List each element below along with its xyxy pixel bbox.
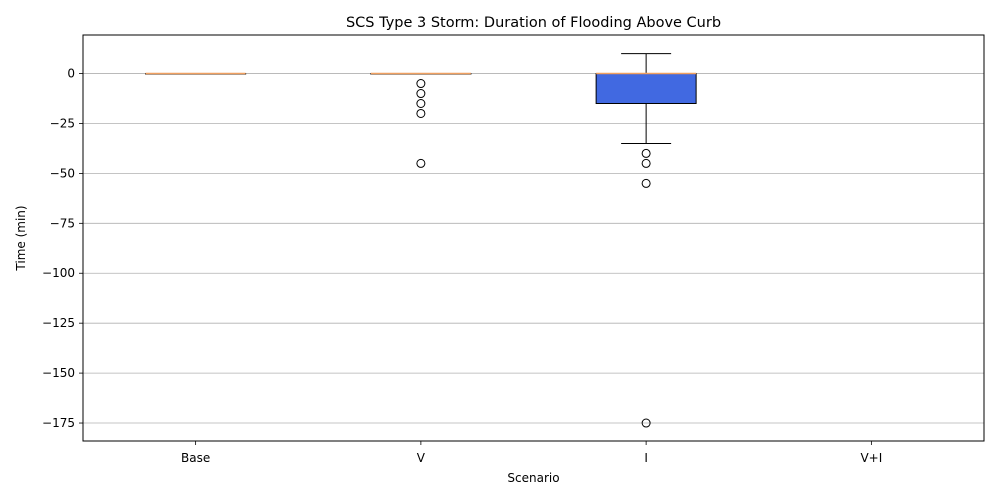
outlier-point: [641, 148, 651, 158]
outlier-point: [416, 158, 426, 168]
box-i: [595, 53, 697, 428]
outlier-point: [416, 79, 426, 89]
x-tick-label: Base: [181, 451, 210, 465]
y-axis-ticks: 0 −25 −50 −75 −100 −125 −150 −175: [42, 67, 83, 430]
outlier-point: [416, 98, 426, 108]
outlier-point: [641, 158, 651, 168]
y-tick-label: −25: [50, 116, 75, 130]
x-tick-label: I: [644, 451, 648, 465]
plot-frame: [82, 34, 985, 442]
box-v: [370, 72, 472, 168]
outlier-point: [416, 108, 426, 118]
y-axis-title: Time (min): [14, 205, 28, 271]
y-tick-label: −125: [42, 316, 75, 330]
outlier-point: [416, 89, 426, 99]
outlier-point: [641, 418, 651, 428]
x-tick-label: V+I: [860, 451, 882, 465]
iqr-box: [595, 73, 697, 104]
x-axis-ticks: Base V I V+I: [181, 441, 882, 465]
y-tick-label: 0: [67, 67, 75, 81]
x-axis-title: Scenario: [507, 471, 559, 485]
box-base: [145, 72, 247, 75]
y-tick-label: −50: [50, 166, 75, 180]
y-tick-label: −75: [50, 216, 75, 230]
y-tick-label: −175: [42, 416, 75, 430]
x-tick-label: V: [417, 451, 426, 465]
y-tick-label: −150: [42, 366, 75, 380]
outlier-point: [641, 178, 651, 188]
chart-title: SCS Type 3 Storm: Duration of Flooding A…: [346, 15, 721, 31]
y-gridlines: [83, 73, 984, 424]
y-tick-label: −100: [42, 266, 75, 280]
box-series: [145, 53, 697, 428]
